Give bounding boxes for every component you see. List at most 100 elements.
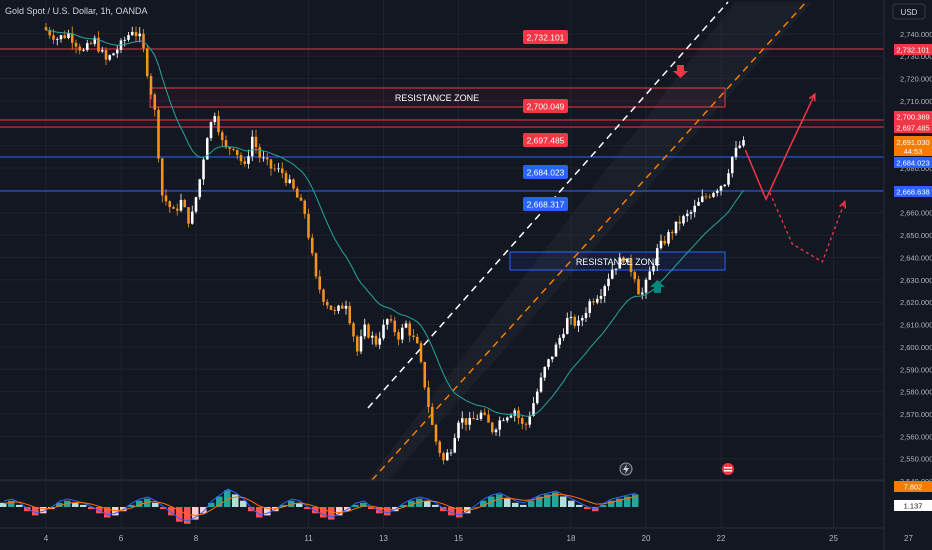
candle-body[interactable] (460, 418, 464, 423)
candle-body[interactable] (400, 327, 404, 340)
candle-body[interactable] (63, 35, 67, 39)
candle-body[interactable] (198, 179, 202, 198)
candle-body[interactable] (618, 257, 622, 269)
candle-body[interactable] (100, 50, 104, 52)
candle-body[interactable] (374, 335, 378, 345)
candle-body[interactable] (715, 190, 719, 193)
candle-body[interactable] (48, 30, 52, 36)
candle-body[interactable] (652, 265, 655, 272)
candle-body[interactable] (723, 184, 727, 187)
candle-body[interactable] (138, 33, 142, 37)
candle-body[interactable] (179, 199, 183, 211)
candle-body[interactable] (183, 199, 187, 208)
candle-body[interactable] (123, 39, 127, 41)
candle-body[interactable] (134, 32, 138, 37)
candle-body[interactable] (370, 335, 374, 338)
candle-body[interactable] (359, 336, 363, 352)
candle-body[interactable] (93, 37, 97, 44)
candle-body[interactable] (254, 136, 258, 148)
candle-body[interactable] (314, 253, 318, 277)
candle-body[interactable] (610, 269, 614, 279)
candle-body[interactable] (175, 208, 179, 211)
candle-body[interactable] (419, 343, 423, 362)
candle-body[interactable] (108, 55, 112, 60)
candle-body[interactable] (513, 410, 517, 416)
upper-resistance-zone[interactable] (149, 87, 726, 108)
candle-body[interactable] (168, 201, 172, 208)
candle-body[interactable] (415, 336, 419, 344)
candle-body[interactable] (535, 391, 539, 404)
candle-body[interactable] (385, 319, 389, 325)
candle-body[interactable] (202, 159, 205, 180)
candle-body[interactable] (588, 301, 592, 313)
candle-body[interactable] (734, 147, 738, 157)
projection-path[interactable] (744, 93, 816, 202)
candle-body[interactable] (599, 295, 603, 299)
candle-body[interactable] (573, 316, 577, 326)
candle-body[interactable] (438, 441, 442, 454)
up-arrow-icon[interactable] (650, 280, 665, 293)
candle-body[interactable] (243, 161, 247, 164)
candle-body[interactable] (633, 272, 637, 280)
candle-body[interactable] (423, 361, 427, 388)
candle-body[interactable] (258, 147, 262, 158)
candle-body[interactable] (595, 298, 599, 303)
candle-body[interactable] (644, 279, 648, 293)
candle-body[interactable] (689, 212, 693, 214)
candle-body[interactable] (89, 43, 93, 44)
candle-body[interactable] (367, 324, 370, 338)
candle-body[interactable] (712, 192, 715, 197)
candle-body[interactable] (708, 196, 712, 198)
candle-body[interactable] (472, 417, 475, 420)
candle-body[interactable] (554, 344, 558, 357)
candle-body[interactable] (730, 156, 734, 174)
candle-body[interactable] (194, 197, 198, 212)
candle-body[interactable] (663, 240, 667, 244)
candle-body[interactable] (333, 309, 337, 311)
candle-body[interactable] (430, 407, 434, 425)
candle-body[interactable] (580, 317, 584, 321)
candle-body[interactable] (674, 221, 678, 234)
candle-body[interactable] (565, 318, 569, 334)
candle-body[interactable] (479, 412, 483, 419)
candle-body[interactable] (82, 50, 85, 51)
candle-body[interactable] (187, 207, 190, 224)
candle-body[interactable] (348, 305, 352, 324)
candle-body[interactable] (67, 33, 70, 39)
candle-body[interactable] (607, 278, 610, 287)
candle-body[interactable] (78, 46, 82, 51)
candle-body[interactable] (655, 248, 659, 266)
candle-body[interactable] (59, 35, 63, 40)
candle-body[interactable] (543, 366, 547, 378)
flag-icon[interactable] (722, 463, 734, 475)
candle-body[interactable] (490, 422, 494, 433)
candle-body[interactable] (280, 168, 284, 174)
candle-body[interactable] (363, 324, 367, 337)
candle-body[interactable] (704, 196, 708, 198)
candle-body[interactable] (697, 201, 700, 206)
channel-upper-line[interactable] (367, 1, 729, 409)
candle-body[interactable] (468, 417, 472, 425)
candle-body[interactable] (670, 232, 674, 234)
candle-body[interactable] (389, 319, 393, 321)
candle-body[interactable] (483, 412, 487, 415)
candle-body[interactable] (115, 49, 119, 54)
candle-body[interactable] (505, 417, 509, 421)
candle-body[interactable] (220, 132, 224, 141)
candle-body[interactable] (153, 94, 157, 110)
candle-body[interactable] (569, 316, 573, 319)
candle-body[interactable] (408, 323, 412, 336)
candle-body[interactable] (224, 140, 228, 148)
candle-body[interactable] (547, 359, 550, 367)
down-arrow-icon[interactable] (673, 65, 688, 78)
candle-body[interactable] (682, 216, 685, 224)
candle-body[interactable] (74, 42, 78, 47)
candle-body[interactable] (97, 37, 100, 52)
candle-body[interactable] (355, 336, 359, 352)
candle-body[interactable] (352, 323, 355, 337)
candle-body[interactable] (412, 335, 415, 337)
candle-body[interactable] (487, 414, 490, 423)
candle-body[interactable] (52, 35, 55, 40)
candle-body[interactable] (502, 420, 505, 422)
